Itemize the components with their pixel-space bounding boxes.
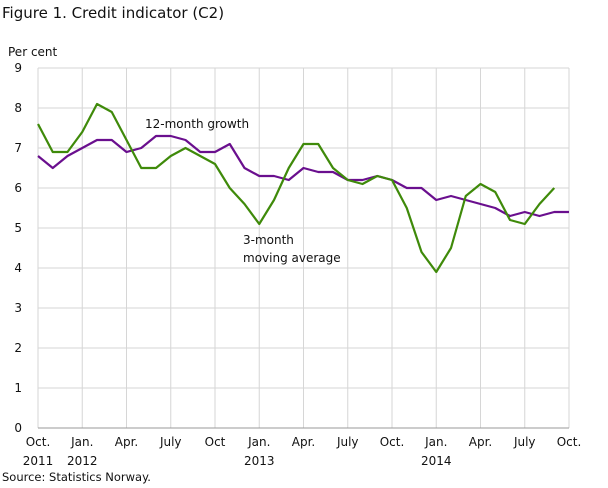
x-tick-label: July	[513, 435, 536, 449]
x-tick-label: Apr.	[115, 435, 138, 449]
x-tick-label: Jan.	[70, 435, 93, 449]
series-label-3-month-line2: moving average	[243, 251, 341, 265]
y-tick-label: 6	[14, 181, 22, 195]
x-tick-label: July	[336, 435, 359, 449]
x-tick-label: July	[159, 435, 182, 449]
chart-title: Figure 1. Credit indicator (C2)	[2, 4, 225, 22]
x-tick-label: Oct.	[26, 435, 51, 449]
x-tick-year-label: 2012	[67, 454, 98, 468]
y-tick-label: 3	[14, 301, 22, 315]
series-line-12-month-growth	[37, 134, 569, 218]
x-tick-year-label: 2014	[421, 454, 452, 468]
y-tick-label: 9	[14, 61, 22, 75]
x-tick-label: Apr.	[292, 435, 315, 449]
x-tick-year-label: 2011	[23, 454, 54, 468]
series-label-3-month-line1: 3-month	[243, 233, 294, 247]
y-tick-label: 1	[14, 381, 22, 395]
y-tick-label: 8	[14, 101, 22, 115]
source-note: Source: Statistics Norway.	[2, 470, 151, 484]
series-line-3-month-moving-average	[37, 102, 556, 274]
y-axis-label: Per cent	[8, 45, 58, 59]
x-tick-label: Oct.	[557, 435, 582, 449]
y-tick-label: 7	[14, 141, 22, 155]
y-tick-label: 5	[14, 221, 22, 235]
x-tick-year-label: 2013	[244, 454, 275, 468]
y-tick-label: 4	[14, 261, 22, 275]
y-tick-label: 0	[14, 421, 22, 435]
series-label-12-month-growth: 12-month growth	[145, 117, 249, 131]
x-tick-label: Oct.	[380, 435, 405, 449]
x-tick-label: Apr.	[469, 435, 492, 449]
y-tick-label: 2	[14, 341, 22, 355]
x-tick-label: Oct	[205, 435, 226, 449]
x-tick-label: Jan.	[247, 435, 270, 449]
x-tick-label: Jan.	[424, 435, 447, 449]
